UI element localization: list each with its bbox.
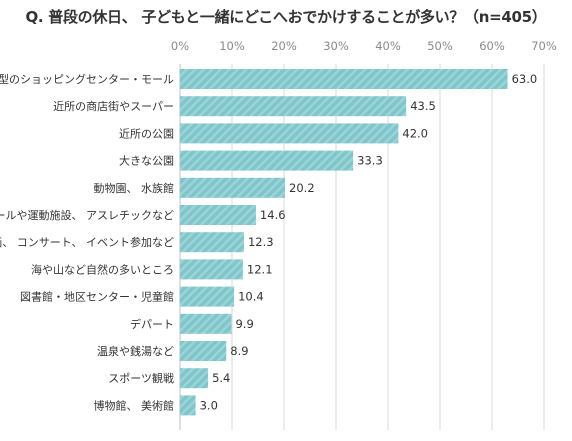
chart-title: Q. 普段の休日、 子どもと一緒にどこへおでかけすることが多い？（n=405） [25,8,547,26]
bar [180,123,399,144]
category-label: 温泉や銭湯など [97,344,174,358]
x-tick-label: 40% [375,39,401,53]
bar [180,96,407,117]
data-label: 9.9 [235,317,253,331]
category-label: 海や山など自然の多いところ [31,262,174,276]
category-label: 博物館、 美術館 [94,398,175,412]
x-tick-label: 0% [171,39,189,53]
data-label: 14.6 [260,208,286,222]
data-label: 8.9 [230,344,248,358]
bar [180,368,209,389]
category-label: 動物園、 水族館 [94,181,175,195]
data-label: 63.0 [512,72,538,86]
data-label: 12.3 [248,235,274,249]
category-label: 大型のショッピングセンター・モール [0,72,174,86]
bar [180,313,232,334]
category-label: 映画、 コンサート、 イベント参加など [0,235,174,249]
data-label: 20.2 [289,181,315,195]
bar [180,259,243,280]
bar [180,177,286,198]
bar [180,205,256,225]
bar [180,232,244,253]
data-label: 3.0 [200,398,218,412]
data-label: 43.5 [410,99,436,113]
bar [180,395,196,416]
x-tick-label: 60% [479,39,505,53]
category-label: スポーツ観戦 [108,371,174,385]
data-label: 10.4 [238,290,264,304]
bar [180,341,227,361]
data-label: 42.0 [402,126,428,140]
data-label: 33.3 [357,154,383,168]
category-label: 大きな公園 [119,154,174,168]
data-label: 5.4 [212,371,230,385]
x-tick-label: 30% [323,39,349,53]
category-label: 近所の公園 [119,127,174,140]
x-tick-label: 50% [427,39,453,53]
category-label: 図書館・地区センター・児童館 [20,290,174,304]
category-label: デパート [130,317,174,331]
category-label: 近所の商店街やスーパー [53,99,174,113]
x-tick-label: 10% [219,39,245,53]
category-label: プールや運動施設、 アスレチックなど [0,208,174,222]
bar [180,150,354,171]
bar [180,286,235,307]
x-tick-label: 70% [531,39,557,53]
x-tick-label: 20% [271,39,297,53]
bar [180,69,508,89]
data-label: 12.1 [247,262,273,276]
